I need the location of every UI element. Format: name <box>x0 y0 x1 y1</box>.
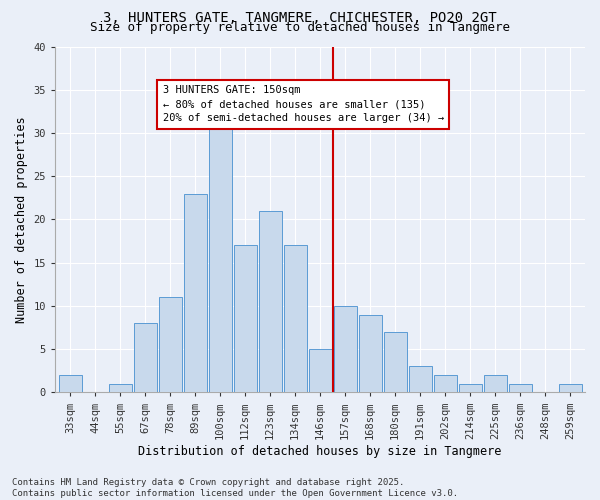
Bar <box>158 298 182 392</box>
Bar <box>134 323 157 392</box>
Bar <box>209 107 232 393</box>
Bar <box>184 194 206 392</box>
Text: 3 HUNTERS GATE: 150sqm
← 80% of detached houses are smaller (135)
20% of semi-de: 3 HUNTERS GATE: 150sqm ← 80% of detached… <box>163 86 444 124</box>
Bar <box>109 384 131 392</box>
Bar <box>259 211 281 392</box>
Bar <box>509 384 532 392</box>
X-axis label: Distribution of detached houses by size in Tangmere: Distribution of detached houses by size … <box>139 444 502 458</box>
Bar <box>559 384 581 392</box>
Bar <box>458 384 482 392</box>
Bar <box>434 375 457 392</box>
Text: 3, HUNTERS GATE, TANGMERE, CHICHESTER, PO20 2GT: 3, HUNTERS GATE, TANGMERE, CHICHESTER, P… <box>103 11 497 25</box>
Bar <box>59 375 82 392</box>
Bar <box>334 306 356 392</box>
Bar <box>383 332 407 392</box>
Bar <box>359 314 382 392</box>
Text: Size of property relative to detached houses in Tangmere: Size of property relative to detached ho… <box>90 21 510 34</box>
Bar <box>284 246 307 392</box>
Y-axis label: Number of detached properties: Number of detached properties <box>15 116 28 323</box>
Text: Contains HM Land Registry data © Crown copyright and database right 2025.
Contai: Contains HM Land Registry data © Crown c… <box>12 478 458 498</box>
Bar <box>233 246 257 392</box>
Bar <box>409 366 431 392</box>
Bar <box>484 375 506 392</box>
Bar <box>308 349 332 393</box>
